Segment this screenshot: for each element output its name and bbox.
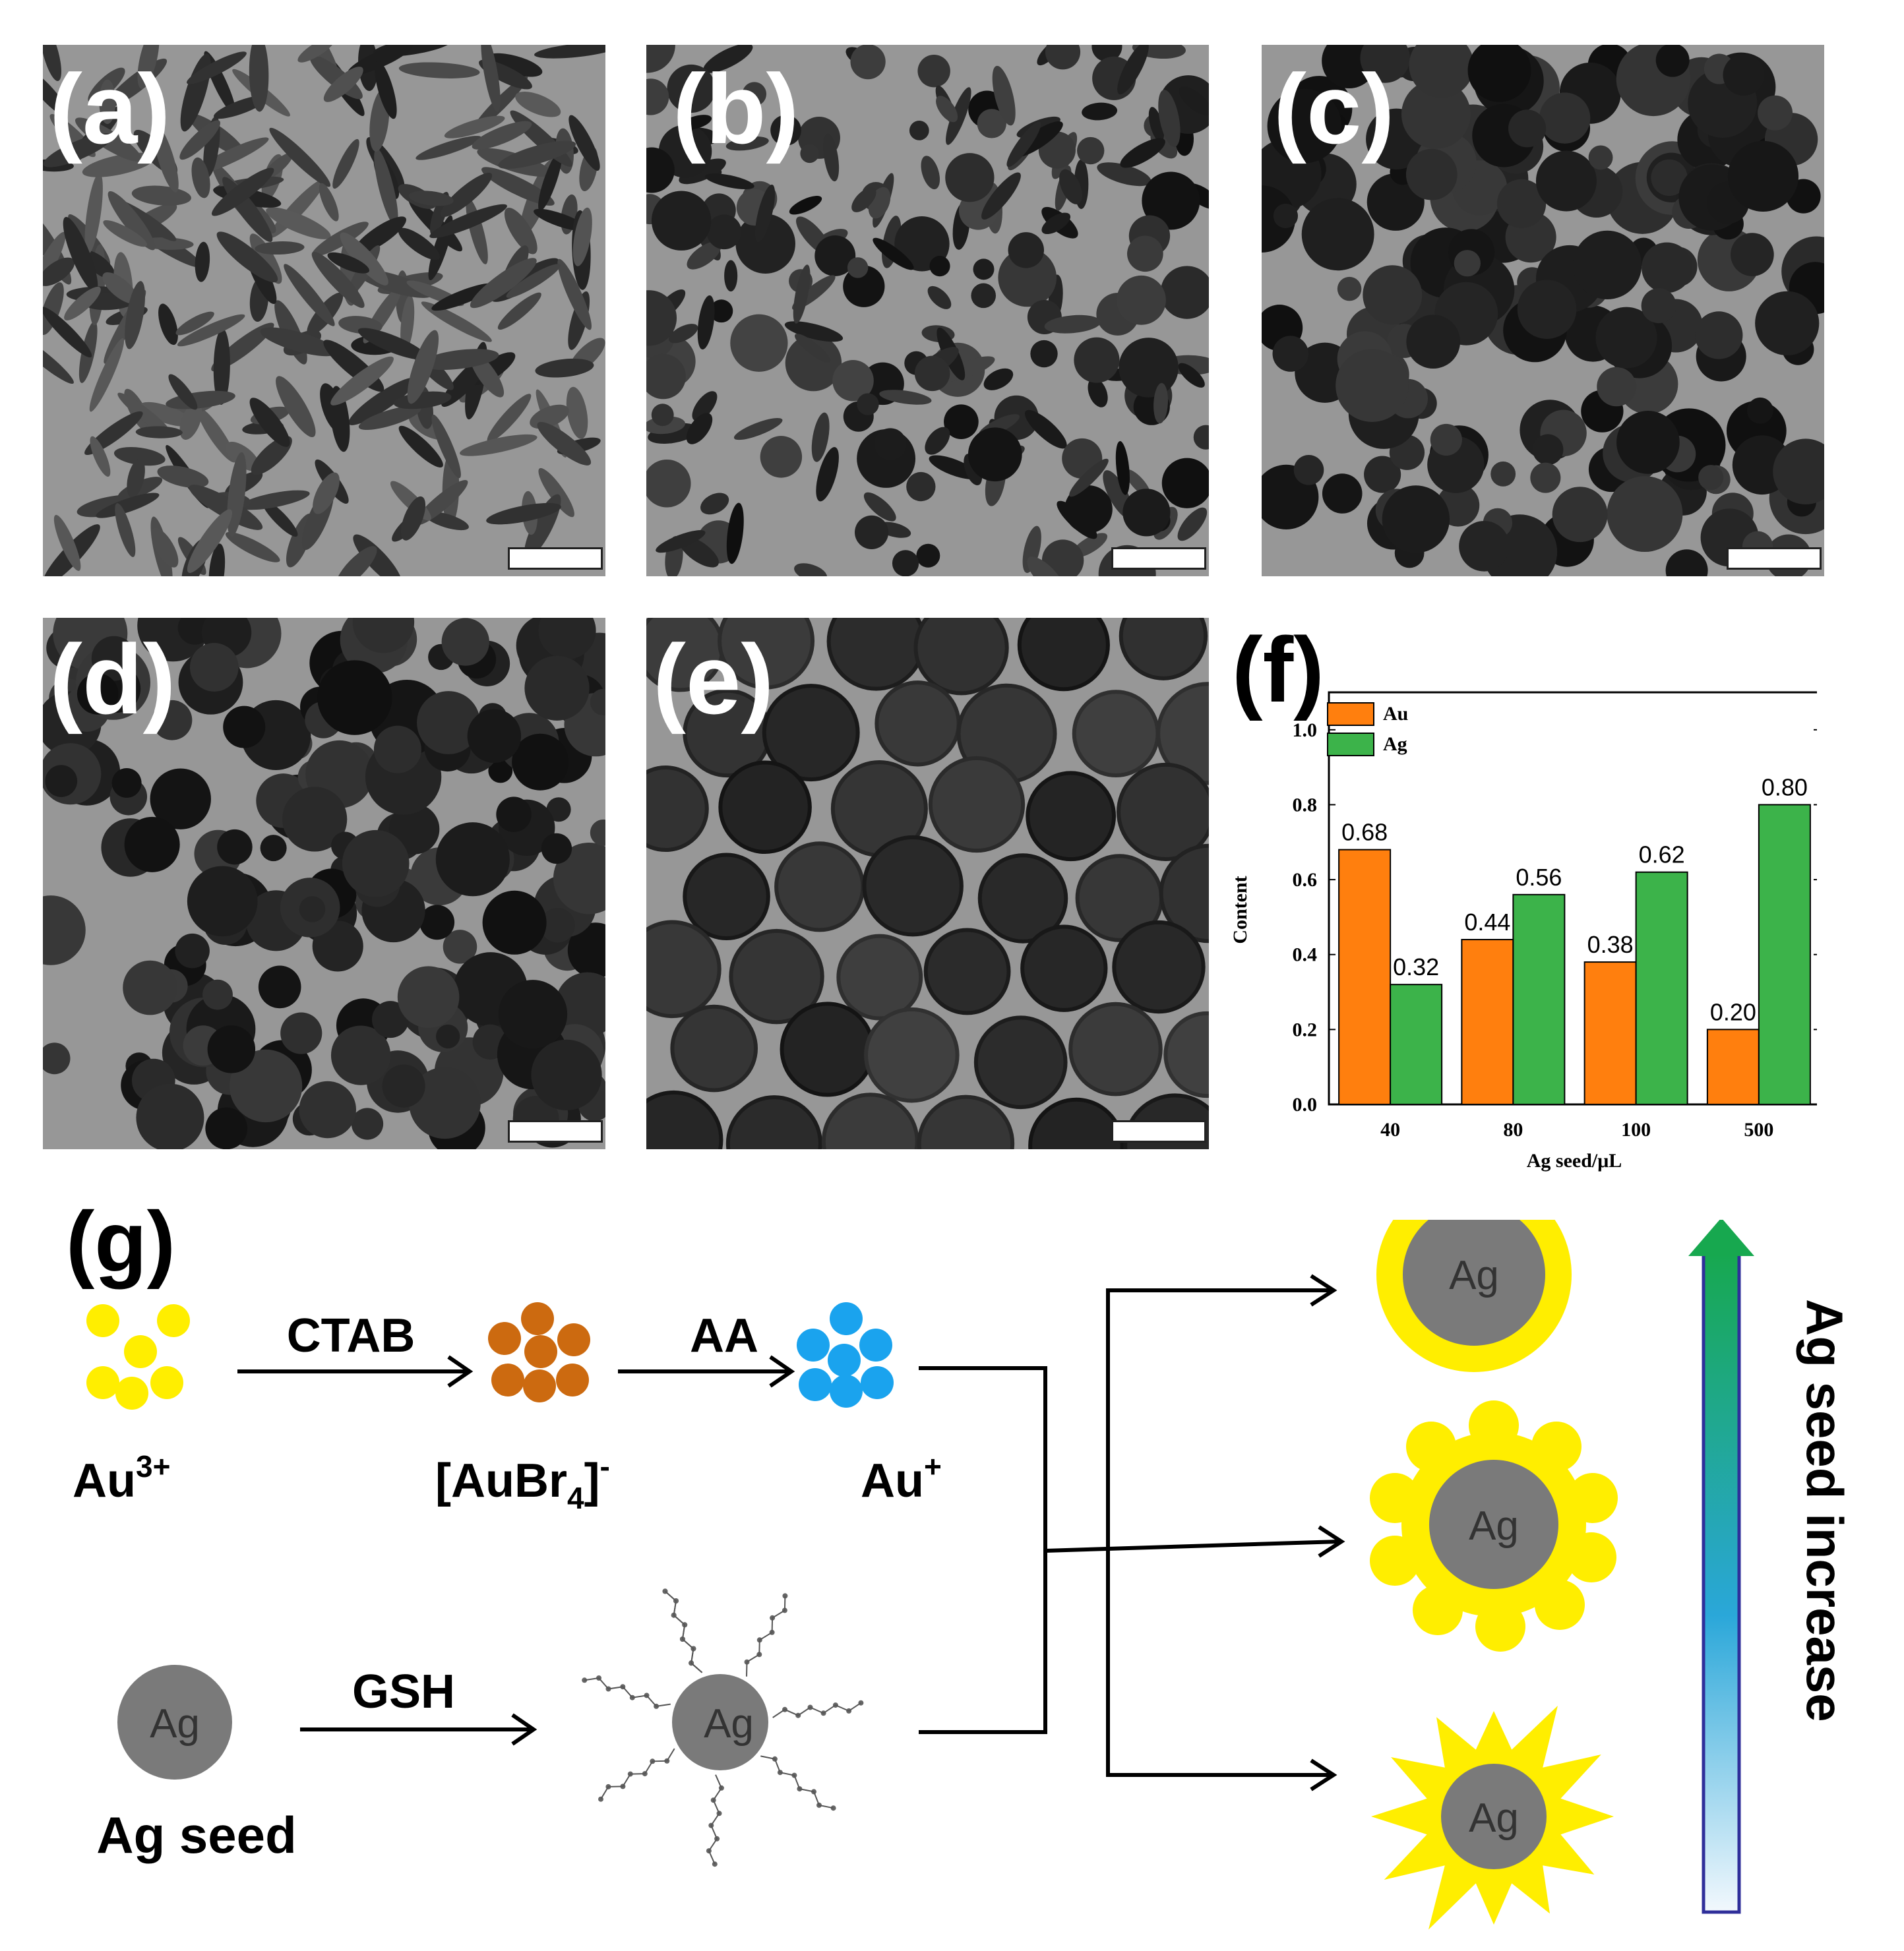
- legend-swatch-au: [1327, 702, 1374, 726]
- tem-image-c: (c): [1262, 45, 1824, 576]
- y-tick-label-left: 0.2: [1293, 1019, 1318, 1040]
- tem-texture-a: [43, 45, 605, 576]
- scale-bar-a: [508, 547, 603, 570]
- gsh-capped-ag-particle: [672, 1674, 768, 1770]
- product-smooth-shell: [1376, 1220, 1572, 1372]
- aa-arrow: [618, 1355, 795, 1388]
- bar-ag: [1390, 984, 1443, 1105]
- au1-label: Au+: [861, 1449, 942, 1507]
- product-bumpy-core: [1429, 1460, 1558, 1589]
- scale-bar-e: [1111, 1120, 1206, 1143]
- ag-seed-core-label: Ag: [150, 1701, 200, 1747]
- panel-label-e: (e): [653, 624, 774, 735]
- x-tick-label: 100: [1621, 1119, 1651, 1141]
- y-tick-label-left: 1.0: [1293, 719, 1318, 741]
- data-label: 0.20: [1710, 998, 1756, 1025]
- au3-label: Au3+: [73, 1449, 170, 1507]
- ag-seed-increase-label: Ag seed increase: [1796, 1299, 1854, 1722]
- scale-bar-c: [1727, 547, 1822, 570]
- tem-texture-c: [1262, 45, 1824, 576]
- panel-label-g: (g): [66, 1193, 175, 1290]
- y-tick-label-left: 0.8: [1293, 794, 1318, 816]
- ag-seed-increase-arrow: [1688, 1220, 1754, 1914]
- gsh-label: GSH: [352, 1666, 455, 1718]
- y-tick-label-left: 0.6: [1293, 869, 1318, 891]
- tem-image-d: (d): [43, 618, 605, 1149]
- y-tick-label-left: 0.4: [1293, 944, 1318, 966]
- content-bar-chart: 0.00.00.20.20.40.40.60.60.80.81.01.04080…: [1229, 691, 1817, 1172]
- data-label: 0.44: [1464, 909, 1510, 936]
- panel-label-d: (d): [49, 624, 176, 735]
- panel-label-f: (f): [1232, 618, 1324, 721]
- bar-ag: [1635, 871, 1688, 1105]
- au3-ion-cluster: [86, 1304, 190, 1410]
- merge-lines: [919, 1274, 1345, 1791]
- y-axis-label: Content: [1229, 876, 1251, 944]
- y-tick-label-left: 0.0: [1293, 1094, 1318, 1116]
- x-tick-label: 80: [1503, 1119, 1523, 1141]
- bar-au: [1338, 849, 1392, 1105]
- gsh-capped-ag-label: Ag: [704, 1701, 754, 1747]
- aubr4-label: [AuBr4]-: [435, 1449, 610, 1515]
- product-spiky-shell-label: Ag: [1469, 1795, 1519, 1841]
- panel-label-a: (a): [49, 53, 171, 164]
- product-spiky-core: [1441, 1764, 1547, 1869]
- scale-bar-d: [508, 1120, 603, 1143]
- ctab-label: CTAB: [287, 1309, 415, 1362]
- aubr4-cluster: [488, 1302, 590, 1402]
- panel-label-b: (b): [673, 53, 799, 164]
- ag-seed-label: Ag seed: [96, 1806, 296, 1864]
- ctab-arrow: [237, 1355, 474, 1388]
- bar-ag: [1758, 804, 1811, 1105]
- data-label: 0.62: [1639, 841, 1685, 868]
- aa-label: AA: [690, 1309, 758, 1362]
- legend-label-au: Au: [1383, 703, 1408, 725]
- panel-label-c: (c): [1274, 53, 1395, 164]
- tem-image-b: (b): [646, 45, 1209, 576]
- product-bumpy-shell-label: Ag: [1469, 1503, 1519, 1549]
- data-label: 0.68: [1341, 819, 1388, 846]
- tem-image-e: (e): [646, 618, 1209, 1149]
- synthesis-scheme: Au3+ CTAB [AuBr4]- AA Au+ Ag Ag seed GSH…: [73, 1220, 1854, 1930]
- bar-ag: [1512, 893, 1566, 1105]
- chart-legend: Au Ag: [1327, 702, 1408, 756]
- tem-texture-b: [646, 45, 1209, 576]
- legend-label-ag: Ag: [1383, 733, 1407, 755]
- x-tick-label: 40: [1380, 1119, 1400, 1141]
- data-label: 0.80: [1762, 773, 1808, 800]
- tem-texture-d: [43, 618, 605, 1149]
- au1-ion-cluster: [797, 1302, 894, 1408]
- bar-au: [1461, 939, 1514, 1105]
- gsh-arrow: [300, 1713, 537, 1746]
- legend-swatch-ag: [1327, 733, 1374, 756]
- data-label: 0.38: [1587, 931, 1634, 958]
- x-tick-label: 500: [1744, 1119, 1773, 1141]
- scale-bar-b: [1111, 547, 1206, 570]
- tem-texture-e: [646, 618, 1209, 1149]
- bar-au: [1583, 961, 1637, 1105]
- ag-seed-particle: [117, 1665, 232, 1780]
- tem-image-a: (a): [43, 45, 605, 576]
- bar-au: [1706, 1029, 1760, 1106]
- data-label: 0.56: [1516, 864, 1562, 891]
- gsh-ligands: [582, 1588, 864, 1867]
- data-label: 0.32: [1393, 953, 1439, 980]
- x-axis-label: Ag seed/μL: [1527, 1150, 1622, 1172]
- product-smooth-shell-label: Ag: [1449, 1253, 1499, 1298]
